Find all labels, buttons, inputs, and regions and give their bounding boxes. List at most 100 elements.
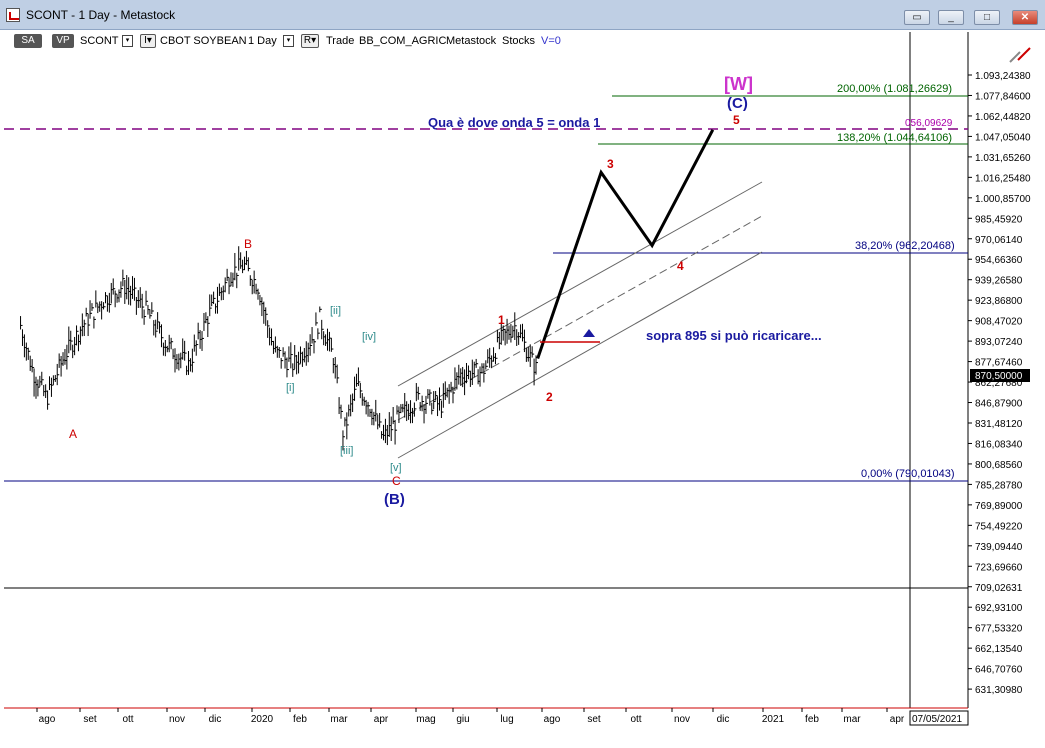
time-tick-label: nov bbox=[674, 714, 690, 725]
wave-c-label: (C) bbox=[727, 95, 748, 112]
wave-2-label: 2 bbox=[546, 390, 553, 404]
price-tick-label: 939,26580 bbox=[975, 276, 1023, 287]
wave-ii-label: [ii] bbox=[330, 305, 341, 317]
fib-382-label: 38,20% (962,20468) bbox=[855, 240, 955, 252]
price-tick-label: 677,53320 bbox=[975, 624, 1023, 635]
price-tick-label: 954,66360 bbox=[975, 255, 1023, 266]
wave-w-label: [W] bbox=[724, 74, 753, 94]
price-tick-label: 816,08340 bbox=[975, 439, 1023, 450]
projection-path[interactable] bbox=[536, 129, 715, 359]
time-tick-label: set bbox=[587, 714, 601, 725]
time-tick-label: feb bbox=[805, 714, 819, 725]
restore-chart-icon[interactable]: ▭ bbox=[904, 10, 930, 25]
time-tick-label: giu bbox=[456, 714, 469, 725]
price-tick-label: 754,49220 bbox=[975, 521, 1023, 532]
maximize-button[interactable]: □ bbox=[974, 10, 1000, 25]
current-price-box bbox=[970, 369, 1030, 382]
time-tick-label: mar bbox=[330, 714, 348, 725]
price-tick-label: 723,69660 bbox=[975, 562, 1023, 573]
iv-dropdown[interactable]: I▾ bbox=[140, 34, 156, 48]
wave-1-label: 1 bbox=[498, 313, 505, 327]
time-tick-label: dic bbox=[717, 714, 730, 725]
price-tick-label: 1.093,24380 bbox=[975, 71, 1031, 82]
time-axis: ago set ott nov dic 2020 feb mar apr mag giu lug ago… bbox=[36, 708, 905, 725]
symbol-label: SCONT bbox=[80, 35, 119, 47]
window-title: SCONT - 1 Day - Metastock bbox=[26, 8, 176, 22]
wave-iii-label: [iii] bbox=[340, 445, 353, 457]
wave-5-label: 5 bbox=[733, 113, 740, 127]
current-date-box bbox=[909, 710, 969, 726]
time-tick-label: dic bbox=[209, 714, 222, 725]
metastock-app-icon bbox=[6, 8, 20, 22]
price-tick-label: 877,67460 bbox=[975, 358, 1023, 369]
time-tick-label: ott bbox=[630, 714, 641, 725]
price-tick-label: 846,87900 bbox=[975, 399, 1023, 410]
wave-a-label: A bbox=[69, 427, 77, 441]
volume-label: V=0 bbox=[541, 35, 561, 47]
price-tick-label: 1.062,44820 bbox=[975, 112, 1031, 123]
note-reload-above-895: sopra 895 si può ricaricare... bbox=[646, 328, 822, 343]
price-tick-label: 785,28780 bbox=[975, 480, 1023, 491]
title-bar: SCONT - 1 Day - Metastock ▭ _ □ ✕ bbox=[0, 0, 1045, 30]
time-tick-label: apr bbox=[374, 714, 389, 725]
period-dropdown-icon[interactable]: ▾ bbox=[283, 35, 294, 47]
price-tick-label: 1.016,25480 bbox=[975, 173, 1031, 184]
up-arrow-icon bbox=[583, 329, 595, 337]
minimize-button[interactable]: _ bbox=[938, 10, 964, 25]
security-code: BB_COM_AGRIC bbox=[359, 35, 447, 47]
time-tick-label: ott bbox=[122, 714, 133, 725]
price-tick-label: 908,47020 bbox=[975, 317, 1023, 328]
time-tick-label: feb bbox=[293, 714, 307, 725]
price-tick-label: 662,13540 bbox=[975, 644, 1023, 655]
sa-button[interactable]: SA bbox=[14, 34, 42, 48]
wave-c-minor-label: C bbox=[392, 474, 401, 488]
r-dropdown[interactable]: R▾ bbox=[301, 34, 319, 48]
price-tick-label: 1.077,84600 bbox=[975, 91, 1031, 102]
wave-v-label: [v] bbox=[390, 462, 402, 474]
price-tick-label: 1.000,85700 bbox=[975, 194, 1031, 205]
price-tick-label: 862,27680 bbox=[975, 378, 1023, 389]
wave-b-label: (B) bbox=[384, 491, 405, 508]
symbol-dropdown-icon[interactable]: ▾ bbox=[122, 35, 133, 47]
wave-b-minor-label: B bbox=[244, 237, 252, 251]
time-tick-label: apr bbox=[890, 714, 905, 725]
price-tick-label: 831,48120 bbox=[975, 419, 1023, 430]
period-label: 1 Day bbox=[248, 35, 277, 47]
channel-middle-line[interactable] bbox=[397, 215, 763, 421]
price-tick-label: 800,68560 bbox=[975, 460, 1023, 471]
close-button[interactable]: ✕ bbox=[1012, 10, 1038, 25]
time-tick-label: set bbox=[83, 714, 97, 725]
wave-iv-label: [iv] bbox=[362, 331, 376, 343]
channel-lower-line[interactable] bbox=[397, 251, 763, 459]
time-tick-label: mar bbox=[843, 714, 861, 725]
current-date-label: 07/05/2021 bbox=[912, 714, 962, 725]
channel-upper-line[interactable] bbox=[397, 181, 763, 387]
note-wave5-equals-wave1: Qua è dove onda 5 = onda 1 bbox=[428, 115, 600, 130]
price-tick-label: 769,89000 bbox=[975, 501, 1023, 512]
time-tick-label: ago bbox=[544, 714, 561, 725]
time-tick-label: 2020 bbox=[251, 714, 274, 725]
time-tick-label: ago bbox=[39, 714, 56, 725]
security-name: CBOT SOYBEAN bbox=[160, 35, 247, 47]
time-axis-background bbox=[0, 708, 968, 728]
mode-label: Trade bbox=[326, 35, 355, 47]
price-bars bbox=[20, 246, 539, 451]
time-tick-label: lug bbox=[500, 714, 513, 725]
wave-3-label: 3 bbox=[607, 157, 614, 171]
security-type: Stocks bbox=[502, 35, 536, 47]
price-tick-label: 985,45920 bbox=[975, 214, 1023, 225]
chart-toolbar: SA VP SCONT ▾ I▾ CBOT SOYBEAN 1 Day ▾ R▾… bbox=[0, 30, 1045, 54]
price-tick-label: 1.047,05040 bbox=[975, 132, 1031, 143]
wave-i-label: [i] bbox=[286, 382, 295, 394]
price-tick-label: 923,86800 bbox=[975, 296, 1023, 307]
chart-tools-icon[interactable] bbox=[1009, 47, 1031, 63]
data-source: Metastock bbox=[446, 35, 497, 47]
fib-200-label: 200,00% (1.081,26629) bbox=[837, 83, 952, 95]
fib-138-label: 138,20% (1.044,64106) bbox=[837, 132, 952, 144]
current-price-label: 870,50000 bbox=[975, 371, 1023, 382]
price-tick-label: 692,93100 bbox=[975, 603, 1023, 614]
price-tick-label: 646,70760 bbox=[975, 665, 1023, 676]
vp-button[interactable]: VP bbox=[52, 34, 74, 48]
wave-4-label: 4 bbox=[677, 259, 684, 273]
